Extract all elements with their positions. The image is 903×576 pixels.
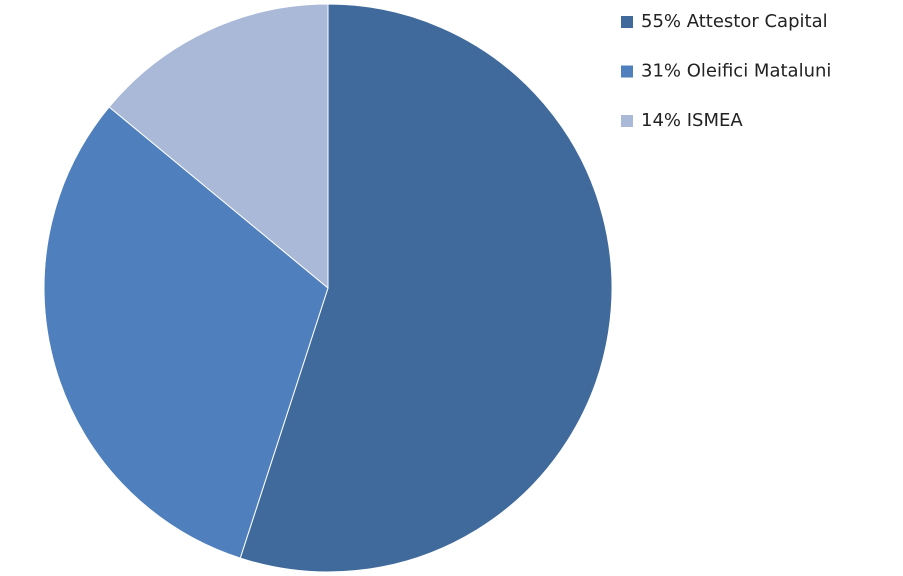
legend-swatch: [621, 65, 633, 78]
pie-slice: [108, 3, 329, 290]
legend-label: 14% ISMEA: [641, 110, 743, 131]
pie-slice: [239, 3, 613, 573]
legend-swatch: [621, 115, 633, 127]
legend-label: 55% Attestor Capital: [641, 11, 828, 32]
legend-label: 31% Oleifici Mataluni: [641, 61, 831, 82]
pie-slice: [43, 106, 329, 559]
legend-swatch: [621, 16, 633, 28]
